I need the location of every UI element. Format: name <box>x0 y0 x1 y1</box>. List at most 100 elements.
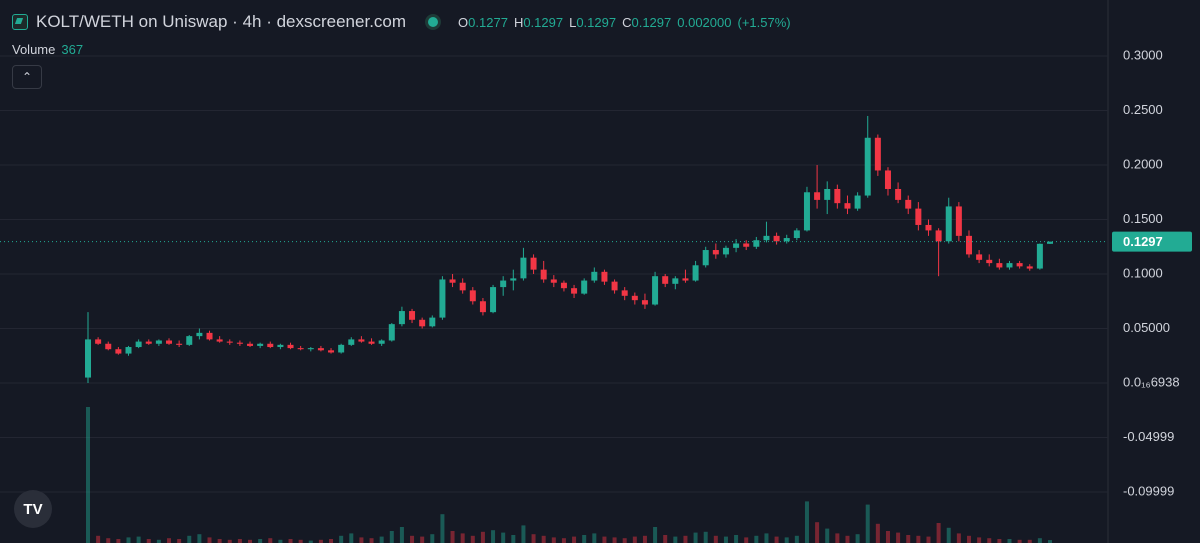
candle-body <box>510 278 517 281</box>
candle-body <box>692 265 699 281</box>
candle-body <box>125 347 132 354</box>
candle-body <box>773 235 780 242</box>
volume-label: Volume <box>12 42 56 57</box>
volume-bar <box>420 536 425 543</box>
volume-bar <box>946 527 951 543</box>
candle-body <box>1036 243 1043 269</box>
last-price-box <box>1112 231 1192 252</box>
volume-bar <box>430 534 435 543</box>
candle-body <box>733 243 740 248</box>
volume-bar <box>612 537 617 543</box>
y-tick-label: 0.2000 <box>1123 156 1163 171</box>
candle-body <box>672 278 679 284</box>
volume-bar <box>956 533 961 543</box>
volume-bar <box>713 535 718 543</box>
volume-bar <box>642 535 647 543</box>
candle-body <box>854 195 861 209</box>
candle-body <box>257 343 264 346</box>
candle-body <box>702 250 709 266</box>
volume-bar <box>146 539 151 543</box>
volume-bar <box>511 535 516 543</box>
tv-logo[interactable]: TV <box>14 490 52 528</box>
candle-body <box>621 290 628 296</box>
candle-body <box>611 281 618 291</box>
volume-bar <box>389 531 394 543</box>
volume-bar <box>693 532 698 543</box>
candle-body <box>844 203 851 209</box>
candle-body <box>85 339 91 378</box>
y-tick-label: 0.1500 <box>1123 211 1163 226</box>
collapse-button[interactable]: ⌃ <box>12 65 42 89</box>
y-tick-label: 0.05000 <box>1123 320 1170 335</box>
candle-body <box>186 336 193 345</box>
candle-body <box>388 324 395 341</box>
y-tick-label: 0.3000 <box>1123 47 1163 62</box>
candle-body <box>226 341 233 343</box>
volume-value: 367 <box>61 42 84 57</box>
y-tick-label: -0.04999 <box>1123 429 1174 444</box>
candle-body <box>449 279 456 283</box>
candle-body <box>1006 263 1013 268</box>
volume-bar <box>96 535 101 543</box>
volume-bar <box>845 535 850 543</box>
volume-bar <box>885 531 890 543</box>
volume-bar <box>450 531 455 543</box>
ohlc-value: 0.1297 <box>523 14 564 30</box>
candle-body <box>1026 266 1033 269</box>
volume-bar <box>804 501 809 543</box>
candle-body <box>307 348 314 350</box>
candle-body <box>581 280 588 294</box>
volume-bar <box>602 536 607 543</box>
logo <box>12 14 28 30</box>
volume-bar <box>298 539 303 543</box>
candle-body <box>803 192 810 231</box>
candle-body <box>753 240 760 247</box>
volume-bar <box>653 527 658 543</box>
volume-bar <box>1027 539 1032 543</box>
candle-body <box>95 339 102 344</box>
candle-body <box>378 340 385 344</box>
volume-bar <box>592 533 597 543</box>
volume-bar <box>258 539 263 543</box>
candle-body <box>722 247 729 255</box>
volume-bar <box>896 532 901 543</box>
y-tick-label: -0.09999 <box>1123 483 1174 498</box>
candle-body <box>520 257 527 279</box>
candle-body <box>895 188 902 200</box>
y-tick-label: 0.2500 <box>1123 102 1163 117</box>
candle-body <box>814 192 821 200</box>
volume-bar <box>561 538 566 543</box>
candle-body <box>986 259 993 264</box>
volume-bar <box>734 535 739 543</box>
volume-bar <box>379 536 384 543</box>
volume-bar <box>916 535 921 543</box>
volume-bar <box>278 539 283 543</box>
volume-bar <box>167 538 172 543</box>
volume-bar <box>1007 539 1012 543</box>
volume-bar <box>288 539 293 543</box>
volume-bar <box>237 539 242 543</box>
volume-bar <box>825 528 830 543</box>
volume-bar <box>1037 538 1042 543</box>
candle-body <box>358 339 365 342</box>
volume-bar <box>764 533 769 543</box>
candle-body <box>135 341 142 348</box>
volume-bar <box>794 535 799 543</box>
volume-bar <box>248 539 253 543</box>
ohlc-key: L <box>569 14 577 30</box>
candle-body <box>530 257 537 270</box>
volume-bar <box>663 535 668 543</box>
ohlc-key: H <box>513 14 524 30</box>
candle-body <box>368 341 375 344</box>
candle-body <box>398 311 405 325</box>
volume-bar <box>784 537 789 543</box>
candle-body <box>429 317 436 327</box>
candle-body <box>996 263 1003 268</box>
chart-title: KOLT/WETH on Uniswap · 4h · dexscreener.… <box>36 12 407 31</box>
candle-body <box>196 332 203 337</box>
candle-body <box>166 340 173 344</box>
candle-body <box>115 349 122 354</box>
status-dot <box>428 17 439 27</box>
volume-bar <box>197 534 202 543</box>
